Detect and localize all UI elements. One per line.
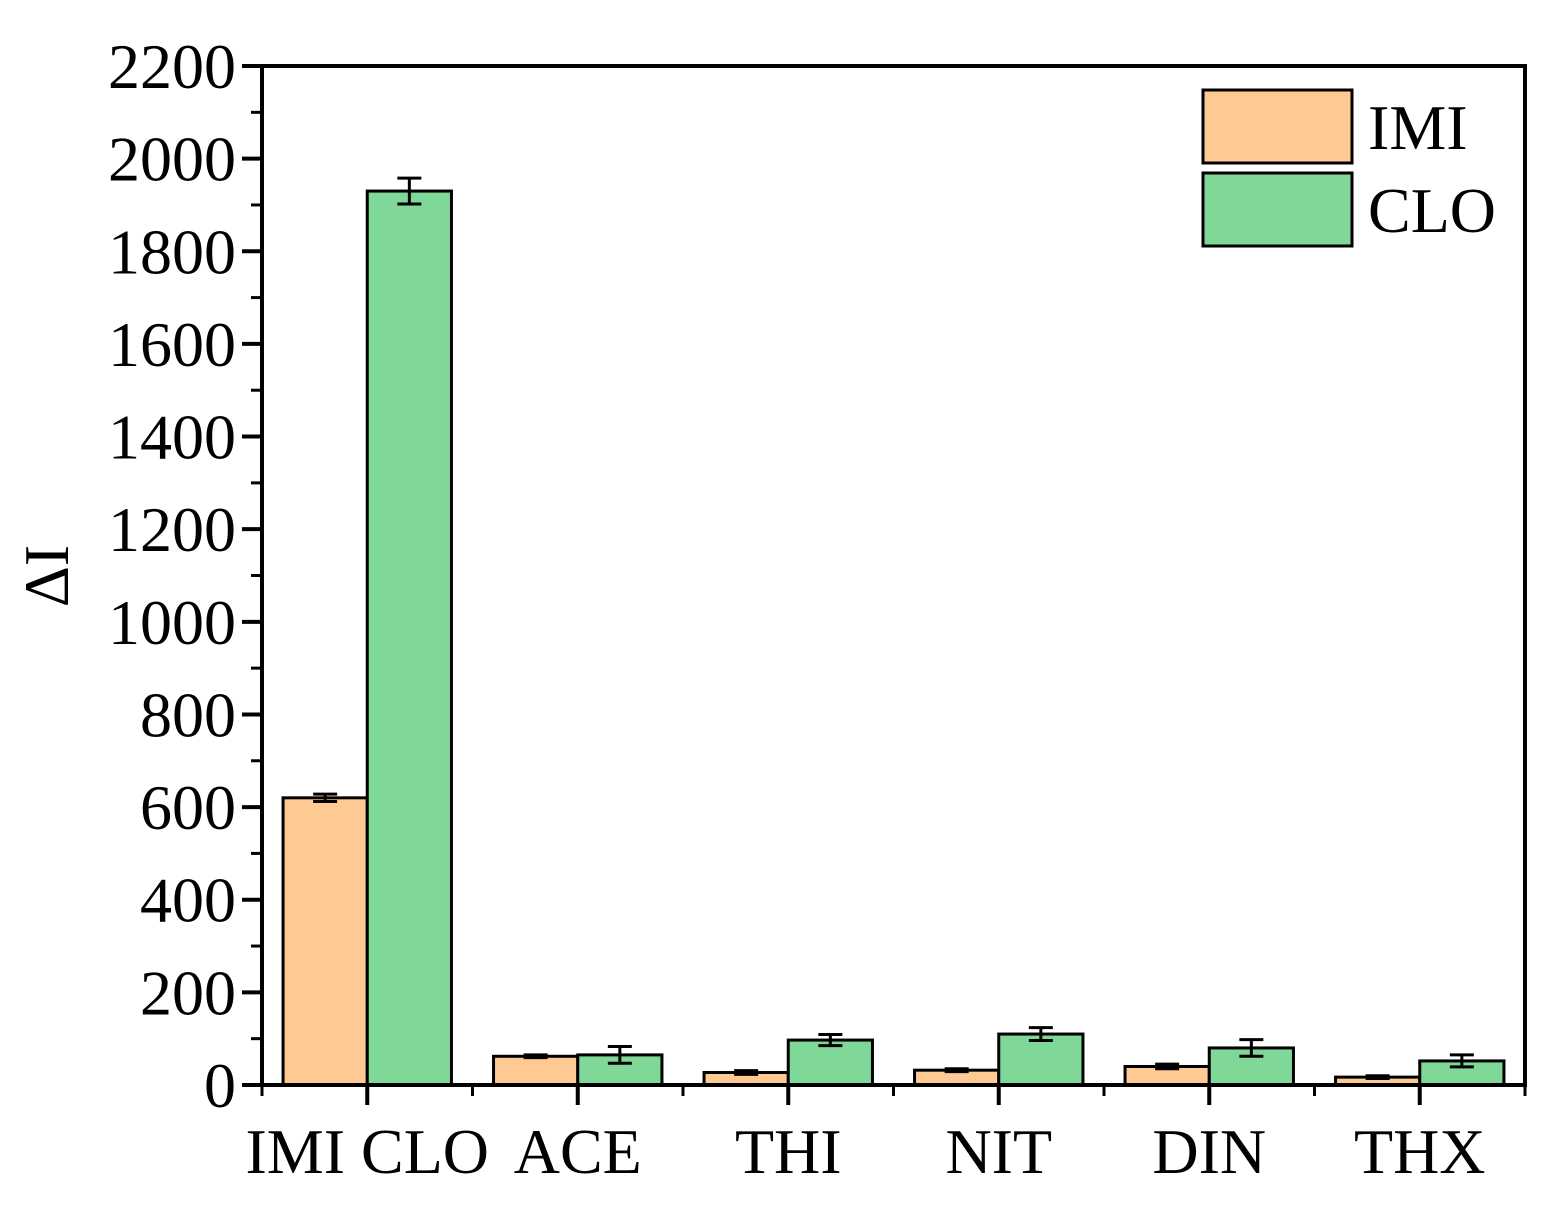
y-tick-label: 600: [140, 772, 236, 843]
error-bar: [313, 792, 338, 804]
y-axis-label: ΔI: [11, 545, 82, 607]
x-tick-label: THI: [735, 1116, 842, 1187]
y-tick-label: 2000: [108, 124, 236, 195]
legend-swatch: [1201, 88, 1354, 165]
y-tick-label: 1400: [108, 402, 236, 473]
error-bar: [1155, 1062, 1180, 1071]
x-tick-label: THX: [1354, 1116, 1486, 1187]
x-tick-label: DIN: [1152, 1116, 1266, 1187]
error-bar: [523, 1053, 548, 1060]
legend-label: CLO: [1368, 175, 1496, 246]
bar: [365, 189, 453, 1087]
legend-label: IMI: [1368, 92, 1468, 163]
error-bar: [1449, 1053, 1474, 1069]
error-bar: [734, 1069, 759, 1076]
error-bar: [1028, 1026, 1053, 1043]
y-tick-label: 400: [140, 865, 236, 936]
error-bar: [944, 1067, 969, 1074]
bar: [281, 796, 369, 1087]
bar: [786, 1038, 874, 1087]
x-tick-label: IMI CLO: [245, 1116, 489, 1187]
error-bar: [1239, 1038, 1264, 1058]
error-bar: [1365, 1074, 1390, 1081]
error-bar: [607, 1045, 632, 1065]
bar: [492, 1054, 580, 1087]
legend-swatch: [1201, 171, 1354, 248]
error-bar: [818, 1033, 843, 1048]
y-tick-label: 1200: [108, 494, 236, 565]
x-tick-label: NIT: [945, 1116, 1052, 1187]
y-tick-label: 1600: [108, 309, 236, 380]
y-tick-label: 1800: [108, 216, 236, 287]
error-bar: [397, 176, 422, 206]
y-tick-label: 800: [140, 679, 236, 750]
y-tick-label: 0: [204, 1050, 236, 1121]
y-tick-label: 2200: [108, 31, 236, 102]
y-tick-label: 1000: [108, 587, 236, 658]
x-tick-label: ACE: [514, 1116, 642, 1187]
y-tick-label: 200: [140, 957, 236, 1028]
